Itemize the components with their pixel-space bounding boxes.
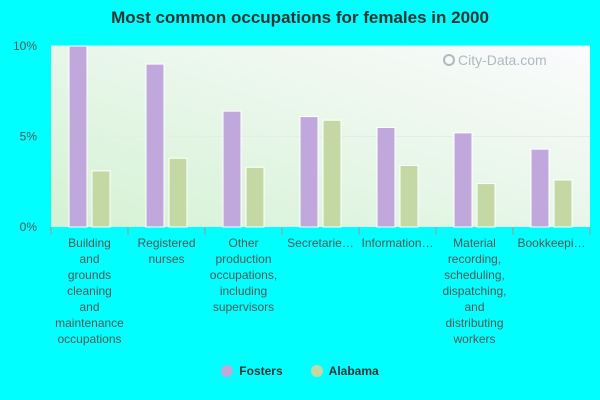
legend-label-fosters: Fosters: [239, 364, 283, 378]
bar-alabama[interactable]: [476, 183, 496, 228]
chart-title: Most common occupations for females in 2…: [111, 8, 489, 27]
bar-alabama[interactable]: [91, 170, 111, 228]
x-tick-label: Registered nurses: [137, 236, 195, 266]
legend-item-alabama[interactable]: Alabama: [310, 364, 379, 378]
bar-fosters[interactable]: [453, 132, 473, 228]
bar-fosters[interactable]: [530, 148, 550, 228]
legend-swatch-alabama: [310, 365, 323, 377]
bar-fosters[interactable]: [222, 110, 242, 228]
bar-alabama[interactable]: [553, 179, 573, 228]
bar-fosters[interactable]: [376, 126, 396, 228]
watermark-text: City-Data.com: [458, 52, 547, 68]
legend-item-fosters[interactable]: Fosters: [221, 364, 283, 378]
bar-alabama[interactable]: [322, 119, 342, 228]
legend: Fosters Alabama: [0, 364, 600, 378]
watermark: City-Data.com: [443, 52, 547, 68]
bar-fosters[interactable]: [299, 116, 319, 228]
x-tick-label: Secretarie…: [287, 236, 354, 250]
x-tick-label: Building and grounds cleaning and maintenance…: [55, 236, 124, 346]
bar-alabama[interactable]: [245, 166, 265, 228]
bar-alabama[interactable]: [399, 164, 419, 228]
legend-swatch-fosters: [221, 365, 234, 377]
x-tick-label: Other production occupations, including supe…: [210, 236, 277, 314]
magnifier-icon: [443, 54, 455, 66]
x-tick-label: Bookkeepi…: [517, 236, 585, 250]
y-tick-label: 0%: [20, 220, 38, 234]
x-tick-label: Information…: [361, 236, 433, 250]
bar-fosters[interactable]: [145, 63, 165, 228]
y-tick-label: 5%: [20, 130, 38, 144]
legend-label-alabama: Alabama: [328, 364, 379, 378]
y-tick-label: 10%: [13, 39, 37, 53]
bar-alabama[interactable]: [168, 157, 188, 228]
bar-fosters[interactable]: [68, 45, 88, 228]
x-tick-label: Material recording, scheduling, dispatching…: [442, 236, 506, 346]
